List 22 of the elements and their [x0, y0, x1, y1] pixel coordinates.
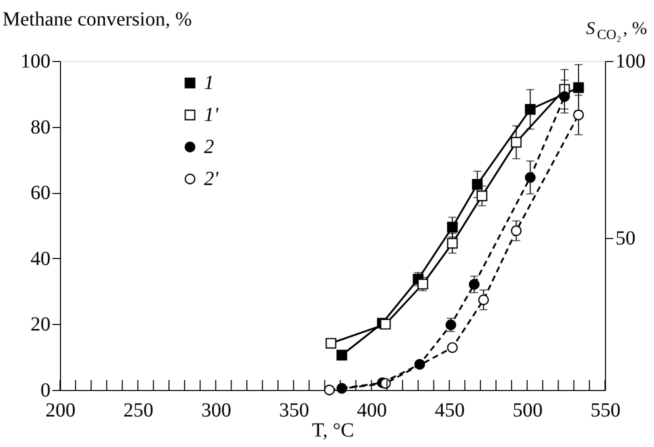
- y-tick-label: 100: [20, 50, 50, 72]
- x-tick-label: 550: [590, 400, 620, 422]
- y-axis-title: Methane conversion, %: [2, 8, 192, 30]
- legend-label: 2': [204, 168, 219, 190]
- y-tick-label: 0: [40, 380, 50, 402]
- x-tick-label: 250: [123, 400, 154, 422]
- y-tick-label: 20: [30, 314, 50, 336]
- y2-tick-label: 50: [616, 227, 636, 250]
- y-tick-label: 60: [30, 182, 50, 204]
- x-tick-label: 350: [279, 400, 310, 422]
- x-tick-label: 200: [46, 400, 76, 422]
- legend-label: 1: [204, 72, 214, 94]
- x-tick-label: 300: [201, 400, 232, 422]
- y2-tick-label: 100: [616, 50, 646, 72]
- y-tick-label: 80: [30, 116, 50, 138]
- x-tick-label: 500: [512, 400, 543, 422]
- x-tick-label: 400: [356, 400, 387, 422]
- x-tick-label: 450: [434, 400, 465, 422]
- x-axis-title: T, °C: [312, 420, 354, 442]
- legend-label: 1': [204, 104, 219, 126]
- legend-label: 2: [204, 136, 214, 158]
- y-tick-label: 40: [30, 248, 50, 270]
